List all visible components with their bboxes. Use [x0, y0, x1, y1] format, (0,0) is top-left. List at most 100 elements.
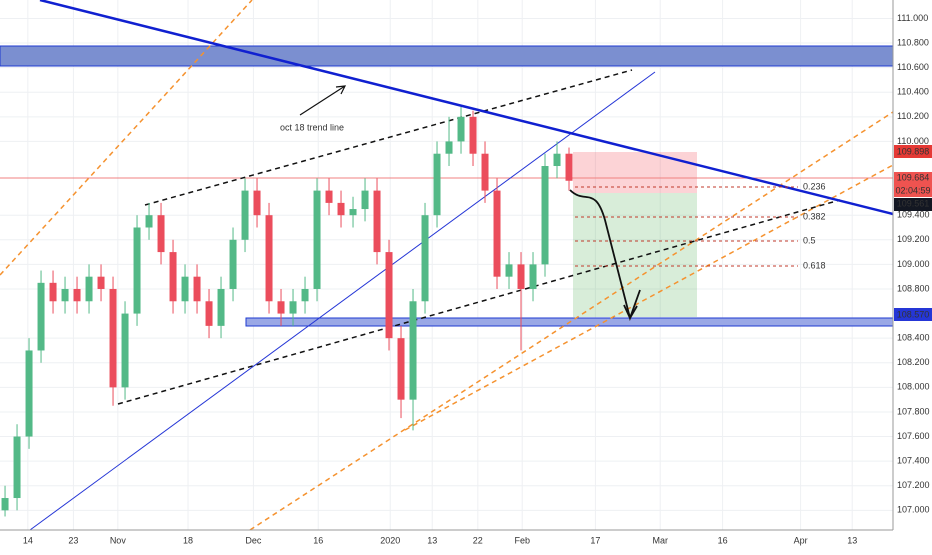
candle-body — [409, 301, 417, 400]
channel-line — [249, 111, 894, 531]
candle-body — [253, 190, 261, 216]
axes: 107.000 107.200 107.400 107.600 107.800 108.0… — [23, 13, 930, 546]
annotation-arrow — [299, 85, 346, 116]
candle-body — [277, 301, 285, 314]
y-tick-label: 109.200 — [897, 234, 930, 244]
candle-body — [193, 276, 201, 302]
candle-body — [97, 276, 105, 289]
price-tag: 109.898 — [897, 146, 930, 156]
x-tick-label: 14 — [23, 535, 33, 545]
candle-body — [109, 288, 117, 388]
candle-body — [565, 153, 573, 181]
price-tag: 109.684 — [897, 172, 930, 182]
x-tick-label: Mar — [652, 535, 668, 545]
y-tick-label: 110.000 — [897, 136, 929, 146]
candle-body — [217, 288, 225, 326]
y-tick-label: 108.000 — [897, 382, 930, 392]
candle-body — [133, 227, 141, 314]
candle-body — [145, 215, 153, 228]
channel-line — [0, 0, 253, 276]
candle-body — [37, 282, 45, 351]
candle-body — [241, 190, 249, 240]
candle-body — [385, 252, 393, 339]
y-tick-label: 107.400 — [897, 456, 930, 466]
x-tick-label: Dec — [245, 535, 262, 545]
trend-line — [29, 71, 656, 531]
candle-body — [25, 350, 33, 437]
y-tick-label: 107.800 — [897, 406, 930, 416]
candle-body — [481, 153, 489, 191]
y-tick-label: 110.400 — [897, 87, 929, 97]
x-tick-label: 16 — [313, 535, 323, 545]
fib-label: 0.5 — [803, 235, 816, 245]
candle-body — [421, 215, 429, 302]
candle-body — [1, 498, 9, 511]
candle-body — [301, 288, 309, 302]
x-tick-label: 18 — [183, 535, 193, 545]
fib-label: 0.382 — [803, 211, 826, 221]
arrow-head — [623, 304, 638, 320]
candle-body — [505, 264, 513, 277]
candle-body — [541, 166, 549, 265]
candle-body — [205, 301, 213, 326]
time-axis — [0, 530, 932, 550]
candle-body — [457, 116, 465, 142]
countdown: 02:04:59 — [895, 185, 930, 195]
fib-levels — [575, 186, 798, 267]
x-tick-label: 13 — [847, 535, 857, 545]
candle-body — [445, 141, 453, 154]
x-tick-label: 13 — [427, 535, 437, 545]
candle-body — [553, 153, 561, 167]
fib-label: 0.618 — [803, 260, 826, 270]
candle-body — [397, 338, 405, 400]
candle-body — [265, 215, 273, 302]
channel-line — [117, 199, 841, 405]
candle-body — [349, 209, 357, 216]
candle-body — [325, 190, 333, 203]
price-axis — [893, 0, 932, 550]
x-tick-label: 17 — [590, 535, 600, 545]
candle-body — [493, 190, 501, 277]
y-tick-label: 107.200 — [897, 480, 930, 490]
candle-body — [517, 264, 525, 289]
candle-body — [157, 215, 165, 253]
candle-body — [433, 153, 441, 216]
channel-line — [404, 164, 894, 431]
x-tick-label: 22 — [473, 535, 483, 545]
x-tick-label: 16 — [718, 535, 728, 545]
candle-body — [13, 436, 21, 499]
y-tick-label: 107.600 — [897, 431, 930, 441]
candle-body — [85, 276, 93, 302]
x-tick-label: Feb — [514, 535, 530, 545]
y-tick-label: 108.400 — [897, 333, 930, 343]
y-tick-label: 109.000 — [897, 259, 930, 269]
target-zone — [573, 193, 697, 317]
trend-line — [39, 0, 894, 216]
y-tick-label: 108.200 — [897, 357, 930, 367]
fib-label: 0.236 — [803, 181, 826, 191]
candle-body — [361, 190, 369, 210]
y-tick-label: 107.000 — [897, 505, 930, 515]
candles — [1, 106, 573, 517]
y-tick-label: 109.400 — [897, 210, 930, 220]
candle-body — [61, 288, 69, 302]
price-tag: 109.561 — [897, 198, 930, 208]
channel-line — [144, 69, 633, 206]
price-tag: 108.570 — [897, 309, 930, 319]
x-tick-label: Apr — [794, 535, 808, 545]
y-tick-label: 110.600 — [897, 62, 929, 72]
x-tick-label: 2020 — [380, 535, 400, 545]
x-tick-label: Nov — [110, 535, 127, 545]
annotation: oct 18 trend line — [280, 122, 344, 132]
candle-body — [289, 301, 297, 314]
y-tick-label: 110.800 — [897, 37, 929, 47]
candle-body — [121, 313, 129, 388]
candle-body — [373, 190, 381, 253]
grid — [0, 0, 893, 530]
candle-body — [529, 264, 537, 289]
y-tick-label: 108.800 — [897, 283, 930, 293]
projection-arrow — [569, 189, 641, 322]
price-tags: 109.898 109.684 02:04:59 109.561 108.570 — [894, 145, 932, 321]
